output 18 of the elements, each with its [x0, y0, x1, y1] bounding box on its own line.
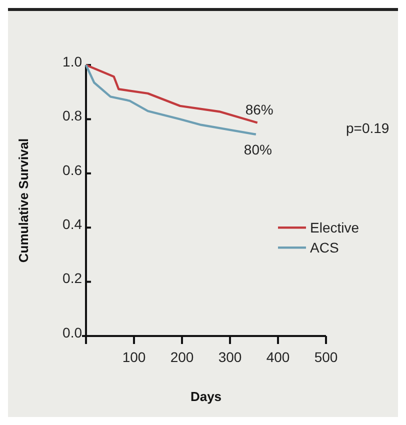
x-tick-label: 500 — [314, 349, 338, 365]
y-tick-label: 0.6 — [62, 162, 82, 178]
legend-label: Elective — [310, 220, 360, 236]
annotation: 80% — [244, 141, 272, 158]
x-tick-label: 300 — [218, 349, 242, 365]
y-tick-label: 1.0 — [62, 53, 82, 70]
y-axis-title: Cumulative Survival — [16, 138, 31, 263]
x-axis-title: Days — [190, 389, 222, 404]
y-tick-label: 0.4 — [62, 216, 82, 232]
y-tick-label: 0.2 — [62, 270, 82, 286]
y-tick-label: 0.8 — [62, 108, 82, 124]
y-tick-label: 0.0 — [62, 324, 82, 340]
x-tick-label: 100 — [122, 349, 146, 365]
annotation: 86% — [245, 102, 274, 118]
text: p=0.19 — [346, 120, 390, 136]
x-tick-label: 200 — [170, 349, 194, 365]
x-tick-label: 400 — [266, 349, 290, 365]
legend-label: ACS — [310, 240, 339, 256]
